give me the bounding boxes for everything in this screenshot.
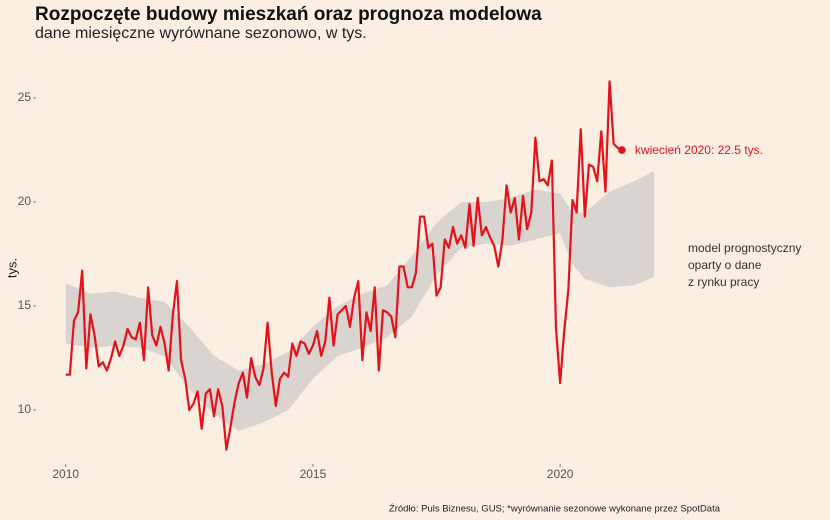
chart-subtitle: dane miesięczne wyrównane sezonowo, w ty… (35, 25, 367, 42)
chart-title: Rozpoczęte budowy mieszkań oraz prognoza… (35, 4, 542, 25)
y-tick-label: 10 (18, 402, 32, 416)
x-tick-label: 2020 (547, 467, 574, 481)
x-tick-label: 2015 (300, 467, 327, 481)
y-tick-label: 25 (18, 90, 32, 104)
y-axis-label: tys. (4, 258, 19, 278)
x-tick-label: 2010 (52, 467, 79, 481)
y-tick-label: 15 (18, 298, 32, 312)
band-annotation: oparty o dane (688, 258, 762, 272)
point-annotation: kwiecień 2020: 22.5 tys. (635, 143, 763, 157)
band-annotation: z rynku pracy (688, 275, 759, 289)
y-tick-label: 20 (18, 194, 32, 208)
source: Źródło: Puls Biznesu, GUS; *wyrównanie s… (389, 504, 721, 515)
band-annotation: model prognostyczny (688, 241, 801, 255)
last-point (618, 146, 626, 154)
data-line (65, 80, 623, 451)
